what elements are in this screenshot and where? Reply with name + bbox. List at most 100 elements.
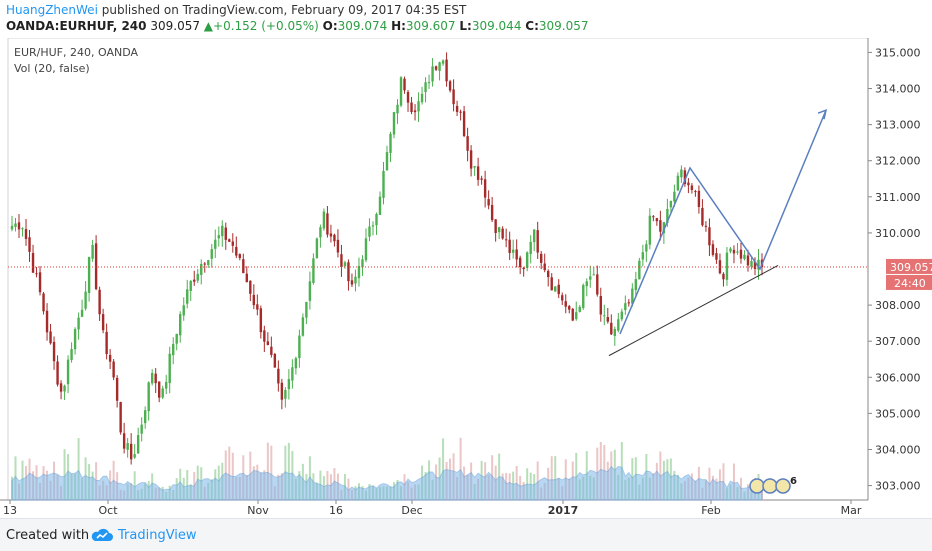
candle-body xyxy=(231,241,234,246)
candle-body xyxy=(172,344,175,356)
candle-body xyxy=(518,257,522,268)
candle-body xyxy=(210,249,213,259)
volume-bar xyxy=(228,446,231,500)
candle-body xyxy=(603,315,606,317)
close-value: 309.057 xyxy=(538,19,589,33)
candle-body xyxy=(606,317,609,322)
candle-body xyxy=(648,215,652,245)
open-label: O: xyxy=(322,19,338,33)
tradingview-link[interactable]: TradingView xyxy=(118,528,197,543)
candle-body xyxy=(466,136,469,151)
author-link[interactable]: HuangZhenWei xyxy=(6,3,98,17)
candle-body xyxy=(52,341,56,362)
candle-body xyxy=(403,78,406,91)
candle-body xyxy=(59,383,63,392)
candle-body xyxy=(133,454,136,458)
volume-bar xyxy=(63,449,66,500)
candle-body xyxy=(441,60,445,64)
candle-body xyxy=(420,93,424,103)
candle-body xyxy=(490,204,494,221)
candle-body xyxy=(336,239,340,253)
candle-body xyxy=(638,260,641,280)
candle-body xyxy=(217,235,220,239)
candle-body xyxy=(676,175,680,191)
candle-body xyxy=(319,227,322,238)
event-bubble xyxy=(775,478,791,494)
candle-body xyxy=(746,255,750,266)
low-label: L: xyxy=(459,19,472,33)
candle-body xyxy=(627,302,631,304)
candle-body xyxy=(101,314,105,331)
candle-body xyxy=(179,314,182,336)
volume-bar xyxy=(186,469,189,500)
candle-body xyxy=(263,330,266,342)
candle-body xyxy=(620,311,624,320)
footer: Created with TradingView xyxy=(0,518,932,551)
candle-body xyxy=(617,319,620,331)
candle-body xyxy=(326,213,329,235)
candle-body xyxy=(431,66,434,82)
candle-body xyxy=(480,178,483,180)
volume-bar xyxy=(550,456,553,500)
countdown-label: 24:40 xyxy=(894,277,926,290)
candle-body xyxy=(564,301,567,307)
candle-body xyxy=(245,273,249,283)
candle-body xyxy=(150,373,154,384)
candle-body xyxy=(122,433,126,449)
candle-body xyxy=(445,59,448,82)
volume-bar xyxy=(347,478,350,500)
candle-body xyxy=(529,241,532,254)
candle-body xyxy=(501,228,504,239)
price-chart[interactable]: 315.000 314.000 313.000 312.000 311.000 310.0… xyxy=(0,38,932,518)
candle-body xyxy=(98,289,101,315)
x-tick-label: Oct xyxy=(98,504,118,517)
candle-body xyxy=(112,361,115,378)
candle-body xyxy=(259,308,263,333)
candle-body xyxy=(504,239,508,241)
candle-body xyxy=(732,249,736,254)
candle-body xyxy=(252,294,256,306)
candle-body xyxy=(711,244,715,255)
candle-body xyxy=(147,382,150,412)
candle-body xyxy=(347,262,350,282)
candle-body xyxy=(35,273,38,275)
candle-body xyxy=(652,216,655,218)
candle-body xyxy=(669,200,673,208)
candle-body xyxy=(547,270,550,278)
candle-body xyxy=(571,308,574,321)
candle-body xyxy=(10,225,14,230)
candle-body xyxy=(214,239,217,249)
candle-body xyxy=(683,170,687,185)
candle-body xyxy=(298,335,301,359)
candle-body xyxy=(175,333,178,344)
published-text: published on TradingView.com, February 0… xyxy=(101,3,467,17)
candle-body xyxy=(49,331,52,344)
candle-body xyxy=(540,253,543,263)
candle-body xyxy=(389,133,392,153)
volume-bar xyxy=(442,438,445,500)
candle-body xyxy=(417,101,420,112)
candle-body xyxy=(757,259,760,270)
candle-body xyxy=(592,274,595,276)
candle-body xyxy=(343,262,347,267)
support-trendline xyxy=(608,264,779,357)
plot-area xyxy=(7,38,869,501)
candle-body xyxy=(462,111,466,137)
candle-body xyxy=(694,191,697,193)
candle-body xyxy=(448,81,452,91)
candle-body xyxy=(119,402,122,433)
y-tick-label: 313.000 xyxy=(875,119,921,132)
event-bubble xyxy=(762,478,778,494)
volume-bar xyxy=(732,463,735,500)
candle-body xyxy=(126,442,129,450)
y-tick-label: 315.000 xyxy=(875,46,921,59)
event-count: 6 xyxy=(790,476,797,487)
candle-body xyxy=(165,381,168,389)
tradingview-cloud-icon[interactable] xyxy=(90,528,114,542)
candle-body xyxy=(582,285,585,308)
candle-body xyxy=(284,389,287,399)
candle-body xyxy=(24,229,28,239)
candle-body xyxy=(701,207,704,226)
candle-body xyxy=(589,276,592,280)
candle-body xyxy=(354,276,357,284)
